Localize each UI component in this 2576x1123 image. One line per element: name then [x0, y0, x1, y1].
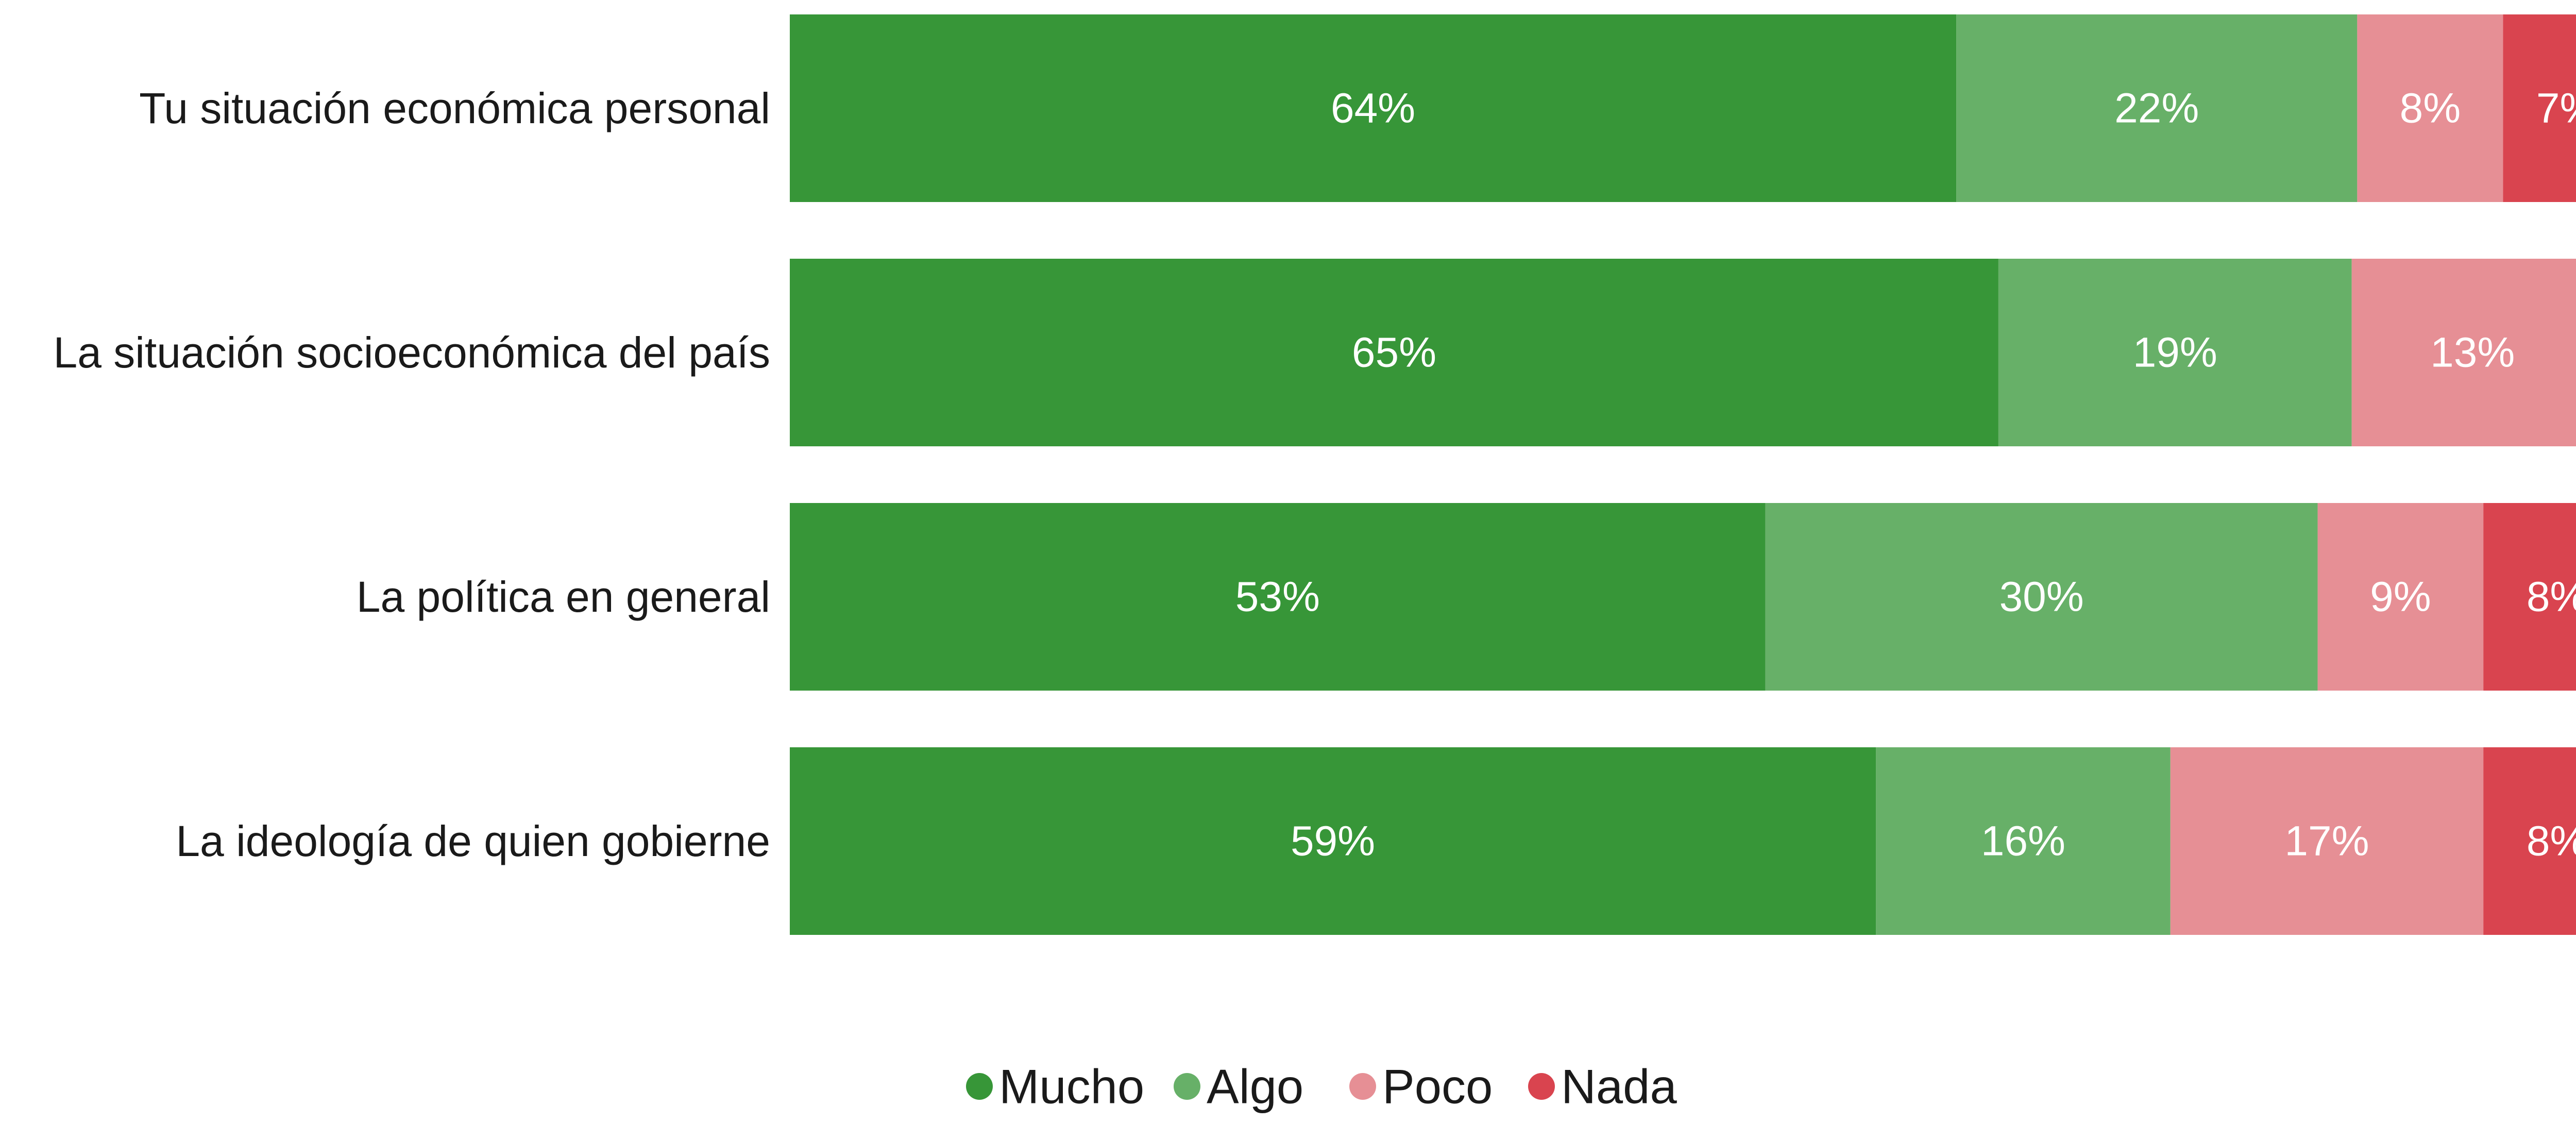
data-label-algo-3: 30%: [1999, 574, 2084, 621]
bar-segment-algo-1: [1956, 14, 2358, 202]
bar-segment-poco-3: [2317, 503, 2484, 691]
data-label-mucho-2: 65%: [1352, 329, 1436, 376]
data-label-mucho-3: 53%: [1235, 574, 1320, 621]
data-label-algo-2: 19%: [2133, 329, 2217, 376]
bars-group: 64% 22% 8% 7% 65% 19% 13% 53% 30% 9% 8% 59% 16% 17% 8%: [790, 14, 2576, 935]
category-labels: Tu situación económica personal La situac…: [54, 84, 771, 865]
legend-marker-poco: [1349, 1073, 1376, 1100]
data-label-mucho-1: 64%: [1331, 85, 1415, 132]
bar-row-la-ideologia-de-quien-gobierne: 59% 16% 17% 8%: [790, 747, 2576, 935]
bar-segment-nada-1: [2503, 14, 2576, 202]
legend-item-mucho: Mucho: [966, 1060, 1144, 1114]
bar-segment-mucho-3: [790, 503, 1766, 691]
bar-segment-nada-3: [2483, 503, 2576, 691]
category-label-3: La política en general: [357, 573, 770, 621]
data-label-mucho-4: 59%: [1291, 818, 1375, 865]
data-label-poco-1: 8%: [2400, 85, 2461, 132]
legend-item-poco: Poco: [1349, 1060, 1493, 1114]
data-label-algo-4: 16%: [1981, 818, 2065, 865]
bar-segment-mucho-4: [790, 747, 1876, 935]
legend-label-poco: Poco: [1382, 1060, 1493, 1114]
legend-marker-algo: [1174, 1073, 1200, 1100]
bar-segment-mucho-2: [790, 259, 1998, 446]
category-label-1: Tu situación económica personal: [139, 84, 770, 132]
legend-label-mucho: Mucho: [999, 1060, 1144, 1114]
data-label-poco-3: 9%: [2370, 574, 2431, 621]
category-label-2: La situación socioeconómica del país: [54, 328, 771, 377]
legend: Mucho Algo Poco Nada: [966, 1060, 1677, 1114]
bar-segment-poco-1: [2357, 14, 2503, 202]
legend-item-nada: Nada: [1528, 1060, 1677, 1114]
bar-segment-mucho-1: [790, 14, 1957, 202]
data-label-poco-4: 17%: [2284, 818, 2369, 865]
legend-label-nada: Nada: [1561, 1060, 1677, 1114]
data-label-nada-4: 8%: [2527, 818, 2576, 865]
data-label-nada-1: 7%: [2536, 85, 2576, 132]
data-label-nada-3: 8%: [2527, 574, 2576, 621]
bar-segment-poco-4: [2170, 747, 2484, 935]
bar-segment-nada-4: [2483, 747, 2576, 935]
data-label-algo-1: 22%: [2114, 85, 2199, 132]
data-label-poco-2: 13%: [2430, 329, 2515, 376]
category-label-4: La ideología de quien gobierne: [176, 817, 770, 865]
bar-segment-poco-2: [2351, 259, 2576, 446]
bar-row-la-situacion-socioeconomica-del-pais: 65% 19% 13%: [790, 259, 2576, 446]
legend-marker-mucho: [966, 1073, 993, 1100]
bar-row-tu-situacion-economica-personal: 64% 22% 8% 7%: [790, 14, 2576, 202]
legend-label-algo: Algo: [1207, 1060, 1303, 1114]
legend-item-algo: Algo: [1174, 1060, 1303, 1114]
bar-segment-algo-3: [1765, 503, 2318, 691]
bar-segment-algo-2: [1998, 259, 2352, 446]
legend-marker-nada: [1528, 1073, 1555, 1100]
bar-row-la-politica-en-general: 53% 30% 9% 8%: [790, 503, 2576, 691]
bar-segment-algo-4: [1876, 747, 2171, 935]
